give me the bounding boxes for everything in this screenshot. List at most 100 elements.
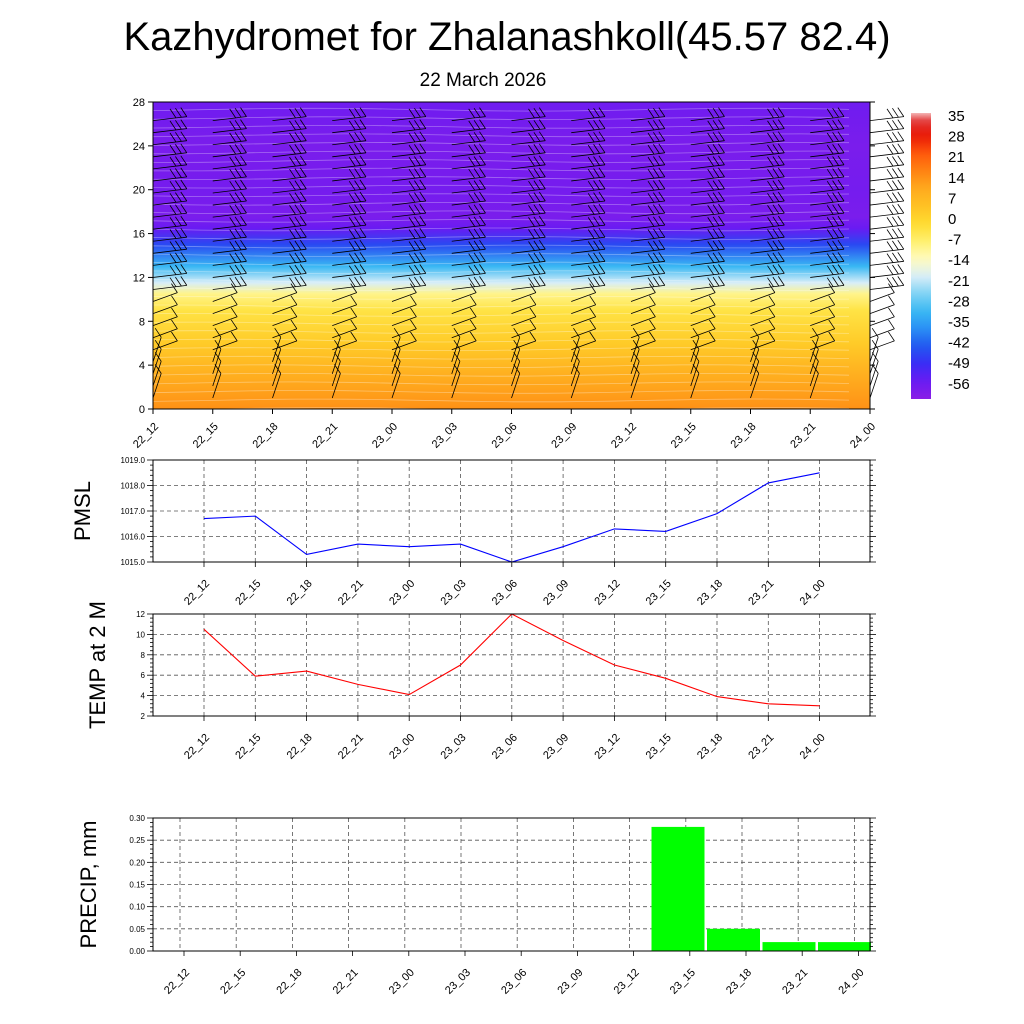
wind-barb bbox=[391, 283, 417, 302]
wind-barb bbox=[810, 131, 845, 146]
temp-panel: 2 4 6 8 10 12 22_12 22_15 22_18 22_21 23_00 23_03 23… bbox=[85, 601, 876, 762]
wind-barb bbox=[451, 352, 461, 387]
precip-bar bbox=[651, 826, 705, 951]
wind-barb bbox=[869, 276, 905, 290]
wind-barb bbox=[212, 203, 247, 218]
colorbar-scale bbox=[911, 113, 931, 399]
y-tick-label: 10 bbox=[136, 630, 145, 639]
y-tick-label: 1016.0 bbox=[121, 533, 146, 542]
wind-barb bbox=[511, 319, 537, 339]
wind-barb bbox=[570, 327, 580, 362]
contour-line bbox=[152, 150, 850, 155]
contour-line bbox=[152, 133, 850, 138]
contour-line bbox=[152, 107, 850, 112]
y-tick-label: 28 bbox=[133, 97, 145, 109]
wind-barb bbox=[630, 155, 666, 170]
wind-barb bbox=[272, 319, 298, 339]
contour-line bbox=[152, 373, 850, 377]
wind-barb bbox=[152, 167, 188, 182]
wind-barb bbox=[272, 339, 282, 375]
wind-barb bbox=[869, 107, 905, 122]
y-tick-label: 12 bbox=[136, 610, 145, 619]
wind-barb bbox=[869, 119, 905, 134]
wind-barb bbox=[869, 227, 905, 242]
wind-barb bbox=[810, 319, 836, 339]
wind-barb bbox=[810, 283, 836, 302]
wind-barb bbox=[630, 227, 666, 242]
y-tick-label: 8 bbox=[139, 316, 145, 328]
wind-barb bbox=[332, 179, 367, 194]
wind-barb bbox=[630, 352, 640, 387]
colorbar-label: -7 bbox=[948, 232, 961, 249]
x-tick-label: 23_00 bbox=[387, 967, 417, 997]
wind-barb bbox=[750, 319, 776, 339]
x-tick-label: 23_15 bbox=[668, 967, 698, 997]
wind-barb bbox=[810, 155, 845, 170]
wind-barb bbox=[451, 276, 486, 290]
contour-line bbox=[152, 184, 850, 189]
wind-barb bbox=[272, 215, 307, 230]
y-tick-label: 8 bbox=[141, 651, 146, 660]
wind-barb bbox=[391, 131, 427, 146]
wind-barb bbox=[152, 331, 178, 351]
y-tick-label: 1018.0 bbox=[121, 482, 146, 491]
x-tick-label: 23_12 bbox=[592, 578, 622, 608]
wind-barb bbox=[272, 179, 307, 194]
wind-barb bbox=[331, 339, 341, 375]
wind-barb bbox=[630, 276, 666, 290]
wind-barb bbox=[750, 283, 776, 302]
y-tick-label: 0.30 bbox=[129, 814, 145, 823]
x-tick-label: 22_18 bbox=[274, 967, 304, 997]
contour-line bbox=[152, 355, 850, 360]
x-tick-label: 22_15 bbox=[233, 732, 263, 762]
wind-barb bbox=[152, 327, 162, 362]
wind-barb bbox=[571, 331, 597, 351]
wind-barb bbox=[272, 143, 307, 158]
wind-barb bbox=[332, 307, 358, 327]
colorbar-label: -35 bbox=[948, 314, 970, 331]
contour-line bbox=[152, 295, 850, 300]
x-tick-label: 23_06 bbox=[490, 732, 520, 762]
wind-barb bbox=[869, 307, 895, 327]
x-tick-label: 23_00 bbox=[387, 732, 417, 762]
wind-barb bbox=[511, 331, 537, 351]
contour-line bbox=[152, 125, 850, 129]
wind-barb bbox=[511, 143, 546, 158]
colorbar-labels: 35 28 21 14 7 0 -7 -14 -21 -28 -35 -42 -49 -56 bbox=[948, 108, 970, 393]
x-tick-label: 22_21 bbox=[310, 421, 340, 451]
wind-barb bbox=[212, 227, 247, 242]
wind-barb bbox=[152, 283, 178, 302]
wind-barb bbox=[272, 283, 298, 302]
wind-barb bbox=[690, 119, 725, 134]
wind-barb bbox=[570, 352, 580, 387]
wind-barb bbox=[810, 227, 845, 242]
wind-barb bbox=[511, 339, 521, 375]
wind-barb bbox=[750, 327, 760, 362]
y-axis-label: PRECIP, mm bbox=[76, 821, 101, 949]
wind-barb bbox=[690, 283, 716, 302]
wind-barb bbox=[630, 239, 666, 254]
y-tick-label: 4 bbox=[139, 360, 145, 372]
wind-barb bbox=[272, 227, 307, 242]
contour-line bbox=[152, 202, 850, 206]
x-tick-label: 23_15 bbox=[644, 732, 674, 762]
wind-barb bbox=[391, 239, 427, 254]
colorbar-label: 14 bbox=[948, 170, 965, 187]
colorbar-label: 7 bbox=[948, 190, 956, 207]
wind-barb bbox=[750, 131, 785, 146]
wind-barb bbox=[152, 203, 188, 218]
wind-barb bbox=[451, 179, 486, 194]
wind-barb bbox=[511, 239, 546, 254]
x-tick-label: 23_09 bbox=[541, 578, 571, 608]
wind-barb bbox=[630, 179, 666, 194]
wind-barb bbox=[750, 167, 785, 182]
y-tick-label: 0.10 bbox=[129, 903, 145, 912]
wind-barb bbox=[511, 227, 546, 242]
x-tick-label: 22_12 bbox=[131, 421, 161, 451]
wind-barb bbox=[571, 215, 606, 230]
wind-barb bbox=[272, 331, 298, 351]
wind-barb bbox=[332, 239, 367, 254]
wind-barb bbox=[332, 119, 367, 134]
wind-barb bbox=[212, 327, 222, 362]
y-tick-label: 6 bbox=[141, 671, 146, 680]
